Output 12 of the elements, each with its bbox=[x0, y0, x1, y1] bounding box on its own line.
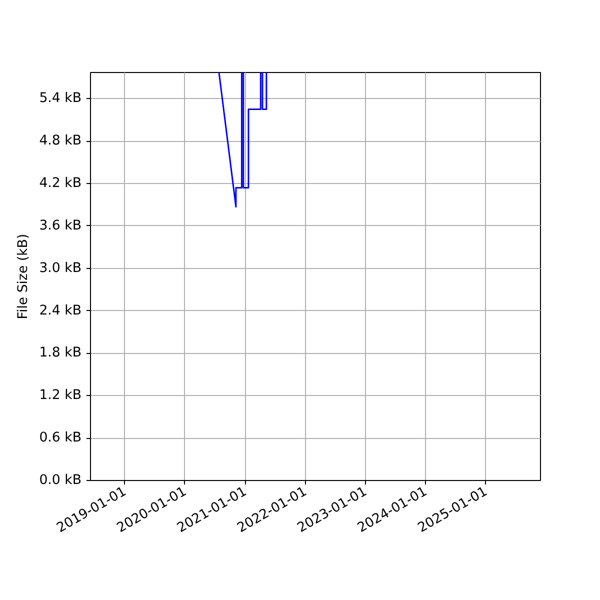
y-tick-label: 0.6 kB bbox=[39, 430, 82, 446]
y-tick-label: 3.6 kB bbox=[39, 218, 82, 234]
y-tick-label: 4.2 kB bbox=[39, 176, 82, 192]
y-tick-label: 1.2 kB bbox=[39, 388, 82, 404]
y-tick-label: 5.4 kB bbox=[39, 91, 82, 106]
y-tick-label: 0.0 kB bbox=[39, 473, 82, 488]
line-series bbox=[218, 72, 268, 208]
y-axis-title: File Size (kB) bbox=[16, 234, 32, 320]
y-tick-label: 2.4 kB bbox=[39, 303, 82, 318]
y-tick-label: 4.8 kB bbox=[39, 134, 82, 149]
y-tick-label: 3.0 kB bbox=[39, 260, 82, 276]
y-tick-label: 1.8 kB bbox=[39, 346, 82, 361]
